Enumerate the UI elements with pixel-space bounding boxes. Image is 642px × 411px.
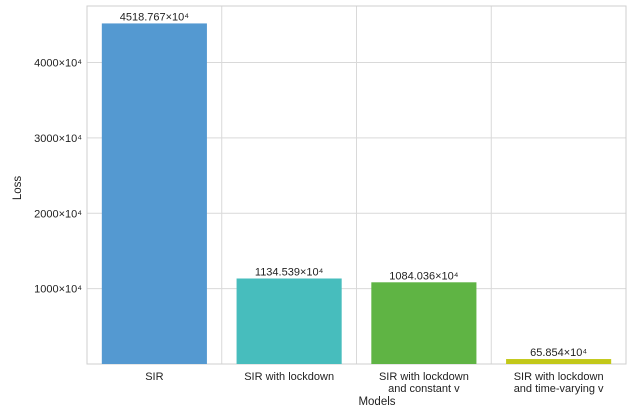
x-tick-label: SIR with lockdown [244,371,334,383]
bars [101,23,612,364]
bar-value-label: 65.854×10⁴ [530,347,587,359]
plot-border [86,5,627,365]
x-tick-label: SIR [145,371,163,383]
bar [101,23,207,364]
x-tick-labels: SIR SIR with lockdown SIR with lockdownand… [145,371,604,395]
plot-frame [86,5,627,365]
bar [371,282,477,364]
x-tick-label: and time-varying v [514,383,604,395]
x-tick-label: SIR with lockdown [379,371,469,383]
y-axis-title: Loss [12,176,24,201]
bar [506,359,612,364]
x-tick-label: SIR with lockdown [514,371,604,383]
y-tick-label: 3000×10⁴ [34,133,82,145]
bar-value-label: 1084.036×10⁴ [389,270,459,282]
y-tick-labels: 1000×10⁴ 2000×10⁴ 3000×10⁴ 4000×10⁴ [34,58,82,296]
bar [236,278,342,364]
bar-value-label: 1134.539×10⁴ [255,266,324,278]
y-tick-label: 4000×10⁴ [34,58,82,70]
x-axis-title: Models [358,396,395,408]
x-tick-label: and constant v [388,383,460,395]
bar-value-labels: 4518.767×10⁴ 1134.539×10⁴ 1084.036×10⁴ 65.8… [120,11,588,359]
y-tick-label: 1000×10⁴ [34,284,82,296]
bar-value-label: 4518.767×10⁴ [120,11,190,23]
y-tick-label: 2000×10⁴ [34,208,82,220]
